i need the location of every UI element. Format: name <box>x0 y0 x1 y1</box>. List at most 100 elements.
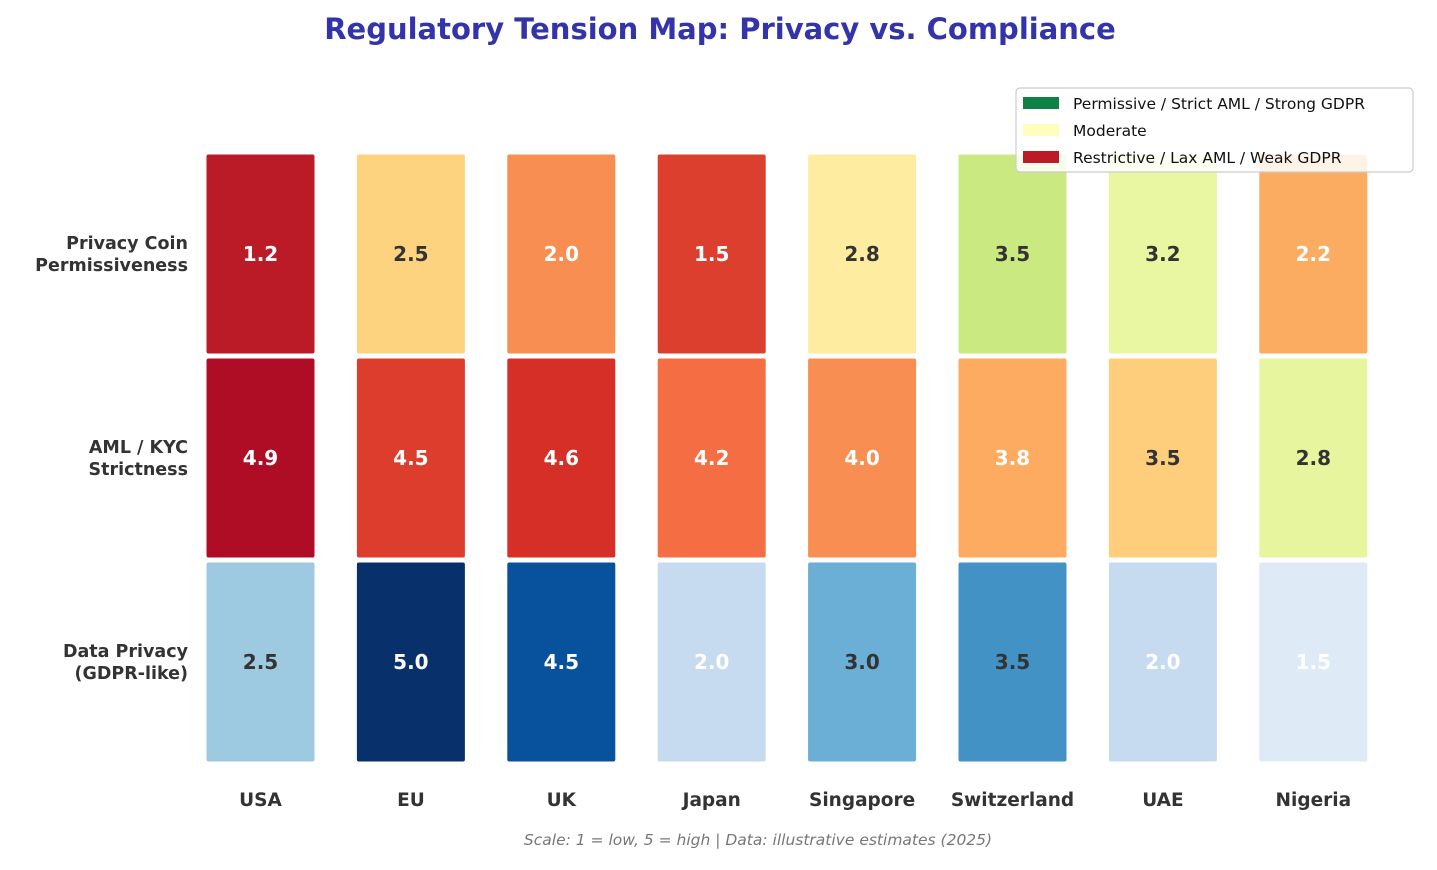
row-label: Permissiveness <box>35 256 188 276</box>
heatmap-cell: 1.2 <box>205 153 316 355</box>
heatmap-cell: 4.0 <box>807 357 918 559</box>
row-label: Strictness <box>89 460 189 480</box>
cell-value-label: 1.2 <box>243 242 278 266</box>
cell-value-label: 3.5 <box>995 650 1030 674</box>
cell-value-label: 5.0 <box>393 650 428 674</box>
legend-label: Restrictive / Lax AML / Weak GDPR <box>1073 149 1342 167</box>
cell-rect <box>957 153 1068 355</box>
heatmap-cell: 3.2 <box>1107 153 1218 355</box>
cell-value-label: 4.6 <box>544 446 579 470</box>
heatmap-cell: 3.5 <box>957 153 1068 355</box>
legend-swatch <box>1023 124 1059 136</box>
legend-label: Permissive / Strict AML / Strong GDPR <box>1073 95 1365 113</box>
cell-value-label: 2.0 <box>694 650 729 674</box>
heatmap-cell: 2.8 <box>807 153 918 355</box>
cell-rect <box>506 561 617 763</box>
legend-entries: Permissive / Strict AML / Strong GDPR Mod… <box>1023 95 1365 167</box>
cell-rect <box>205 561 316 763</box>
cell-value-label: 2.5 <box>393 242 428 266</box>
heatmap-cell: 1.5 <box>656 153 767 355</box>
cell-rect <box>957 561 1068 763</box>
cell-rect <box>205 357 316 559</box>
cell-value-label: 2.0 <box>544 242 579 266</box>
legend-frame <box>1015 87 1414 173</box>
column-label: Singapore <box>809 790 915 811</box>
cell-value-label: 3.8 <box>995 446 1030 470</box>
cell-rect <box>1107 561 1218 763</box>
cell-value-label: 3.2 <box>1145 242 1180 266</box>
cell-value-label: 2.8 <box>1296 446 1331 470</box>
cell-rect <box>506 357 617 559</box>
cell-rect <box>957 357 1068 559</box>
cell-rect <box>205 153 316 355</box>
column-label: UK <box>547 790 577 811</box>
legend-swatch <box>1023 97 1059 109</box>
heatmap-cell: 4.6 <box>506 357 617 559</box>
column-label: EU <box>397 790 425 811</box>
heatmap-cell: 3.0 <box>807 561 918 763</box>
cell-rect <box>355 357 466 559</box>
cell-value-label: 4.5 <box>544 650 579 674</box>
column-label: UAE <box>1142 790 1183 811</box>
heatmap-cell: 3.5 <box>957 561 1068 763</box>
legend-label: Moderate <box>1073 122 1147 140</box>
cell-value-label: 4.9 <box>243 446 278 470</box>
cell-value-label: 4.5 <box>393 446 428 470</box>
cell-value-label: 3.5 <box>1145 446 1180 470</box>
cell-rect <box>656 357 767 559</box>
legend-entry: Restrictive / Lax AML / Weak GDPR <box>1023 149 1342 167</box>
cell-rect <box>1107 357 1218 559</box>
legend-entry: Moderate <box>1023 122 1147 140</box>
column-label: Switzerland <box>951 790 1074 811</box>
chart-title: Regulatory Tension Map: Privacy vs. Comp… <box>324 12 1116 46</box>
heatmap-cell: 3.8 <box>957 357 1068 559</box>
column-labels: USA EU UK Japan Singapore Switzerland UAE Niger… <box>239 790 1351 811</box>
heatmap-cell: 2.5 <box>355 153 466 355</box>
cell-value-label: 2.8 <box>844 242 879 266</box>
cell-value-label: 1.5 <box>1296 650 1331 674</box>
heatmap-cell: 2.8 <box>1258 357 1369 559</box>
column-label: Japan <box>681 790 741 811</box>
heatmap-cell: 4.5 <box>355 357 466 559</box>
row-label: AML / KYC <box>89 438 188 458</box>
heatmap-cell: 5.0 <box>355 561 466 763</box>
cell-value-label: 3.0 <box>844 650 879 674</box>
row-label: (GDPR-like) <box>75 664 189 684</box>
heatmap-cell: 4.9 <box>205 357 316 559</box>
cell-grid: 1.2 2.5 2.0 1.5 2.8 3.5 3.2 2.2 4.9 4.5 4.6 4.2 4.0 3… <box>205 153 1369 763</box>
heatmap-cell: 4.2 <box>656 357 767 559</box>
cell-rect <box>656 153 767 355</box>
heatmap-cell: 2.0 <box>1107 561 1218 763</box>
row-label: Privacy Coin <box>66 234 188 254</box>
heatmap-cell: 2.2 <box>1258 153 1369 355</box>
heatmap-cell: 1.5 <box>1258 561 1369 763</box>
heatmap-cell: 4.5 <box>506 561 617 763</box>
cell-rect <box>1258 561 1369 763</box>
heatmap-cell: 2.5 <box>205 561 316 763</box>
cell-rect <box>355 561 466 763</box>
heatmap-cell: 2.0 <box>506 153 617 355</box>
cell-rect <box>1258 357 1369 559</box>
row-label: Data Privacy <box>63 642 189 662</box>
cell-value-label: 4.2 <box>694 446 729 470</box>
heatmap-cell: 3.5 <box>1107 357 1218 559</box>
cell-value-label: 4.0 <box>844 446 879 470</box>
cell-rect <box>506 153 617 355</box>
legend: Permissive / Strict AML / Strong GDPR Mod… <box>1015 87 1414 173</box>
cell-rect <box>355 153 466 355</box>
heatmap-cell: 2.0 <box>656 561 767 763</box>
column-label: USA <box>239 790 282 811</box>
cell-value-label: 1.5 <box>694 242 729 266</box>
legend-swatch <box>1023 151 1059 163</box>
cell-rect <box>807 357 918 559</box>
cell-rect <box>656 561 767 763</box>
legend-entry: Permissive / Strict AML / Strong GDPR <box>1023 95 1365 113</box>
cell-value-label: 3.5 <box>995 242 1030 266</box>
cell-value-label: 2.5 <box>243 650 278 674</box>
cell-rect <box>807 561 918 763</box>
column-label: Nigeria <box>1276 790 1352 811</box>
chart-caption: Scale: 1 = low, 5 = high | Data: illustr… <box>524 831 992 849</box>
